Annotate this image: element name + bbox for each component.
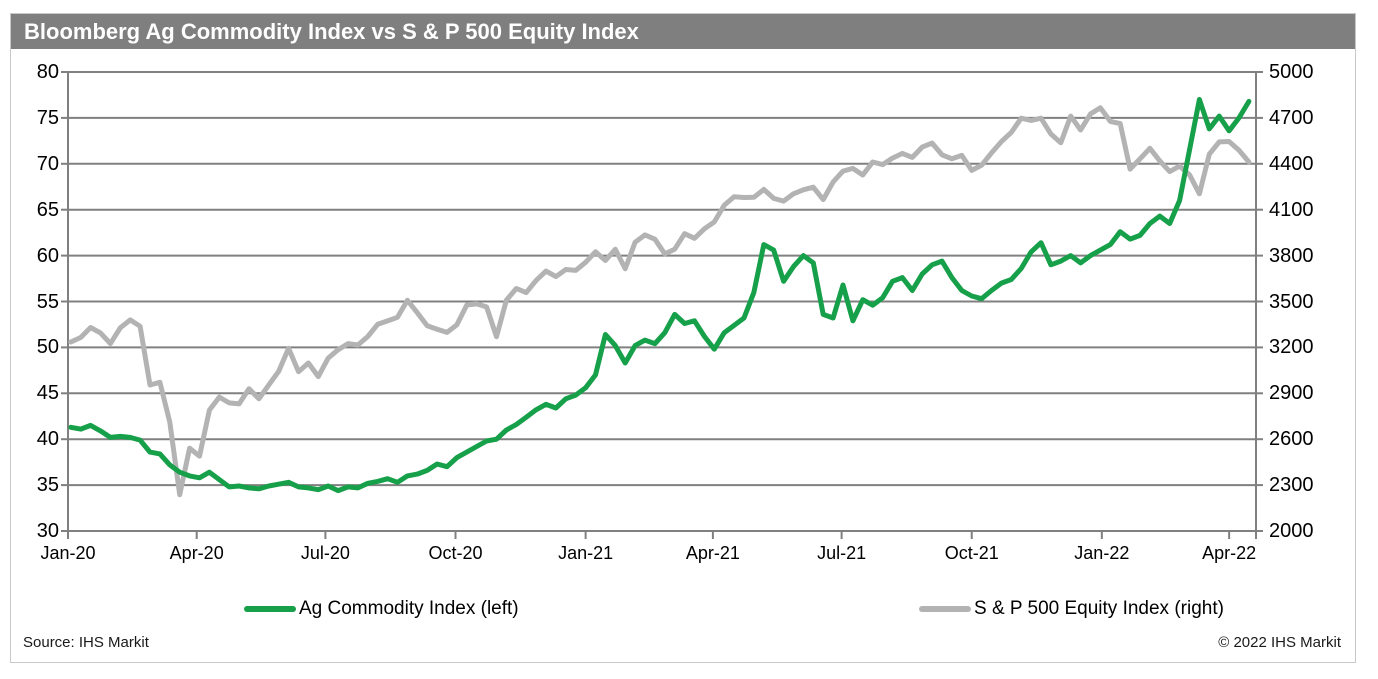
y-axis-left-label: 55 (36, 290, 59, 313)
x-axis-label: Apr-21 (685, 543, 740, 563)
x-axis-label: Jan-22 (1074, 543, 1130, 563)
sp-line-swatch-icon (919, 606, 971, 612)
ag-commodity-line (68, 97, 1252, 494)
chart-title: Bloomberg Ag Commodity Index vs S & P 50… (24, 19, 639, 44)
y-axis-right-label: 4100 (1269, 198, 1314, 221)
y-axis-left-label: 70 (36, 152, 59, 175)
x-axis-label: Apr-20 (169, 543, 224, 563)
y-axis-left-label: 75 (36, 106, 59, 129)
y-axis-left-label: 60 (36, 244, 59, 267)
y-axis-right-label: 2600 (1269, 428, 1314, 451)
x-axis-label: Jan-20 (40, 543, 96, 563)
legend-label-sp: S & P 500 Equity Index (right) (974, 598, 1224, 619)
legend-item-ag: Ag Commodity Index (left) (244, 596, 519, 622)
legend: Ag Commodity Index (left) S & P 500 Equi… (11, 596, 1355, 622)
y-axis-left-label: 30 (36, 520, 59, 542)
plot-area: 80 5000 75 4700 70 4400 65 4100 60 3800 55 3500 50 32… (11, 14, 1357, 664)
ag-line-swatch-icon (244, 606, 296, 612)
y-axis-right-label: 2000 (1269, 520, 1314, 542)
y-axis-left-label: 45 (36, 382, 59, 405)
y-axis-right-label: 5000 (1269, 61, 1314, 83)
y-axis-left-label: 50 (36, 336, 59, 359)
y-axis-right-label: 2900 (1269, 382, 1314, 405)
x-axis-label: Jul-20 (300, 543, 350, 563)
x-axis-label: Jul-21 (817, 543, 867, 563)
y-axis-left-label: 40 (36, 428, 59, 451)
y-axis-right-label: 4400 (1269, 152, 1314, 175)
x-axis-label: Apr-22 (1202, 543, 1257, 563)
chart-figure: Bloomberg Ag Commodity Index vs S & P 50… (10, 13, 1356, 663)
chart-svg (61, 71, 1263, 539)
x-axis-label: Jan-21 (558, 543, 614, 563)
y-axis-left-label: 35 (36, 474, 59, 497)
legend-item-sp: S & P 500 Equity Index (right) (919, 596, 1224, 622)
sp500-line (68, 105, 1252, 498)
legend-label-ag: Ag Commodity Index (left) (299, 598, 519, 619)
y-axis-right-label: 4700 (1269, 106, 1314, 129)
y-axis-left-label: 80 (36, 61, 59, 83)
y-axis-left-label: 65 (36, 198, 59, 221)
chart-title-bar: Bloomberg Ag Commodity Index vs S & P 50… (11, 14, 1355, 49)
x-axis-label: Oct-21 (944, 543, 999, 563)
x-axis-label: Oct-20 (428, 543, 483, 563)
y-axis-right-label: 3800 (1269, 244, 1314, 267)
source-note: Source: IHS Markit (23, 634, 149, 651)
copyright-note: © 2022 IHS Markit (1218, 634, 1341, 651)
y-axis-right-label: 3200 (1269, 336, 1314, 359)
y-axis-right-label: 2300 (1269, 474, 1314, 497)
y-axis-right-label: 3500 (1269, 290, 1314, 313)
